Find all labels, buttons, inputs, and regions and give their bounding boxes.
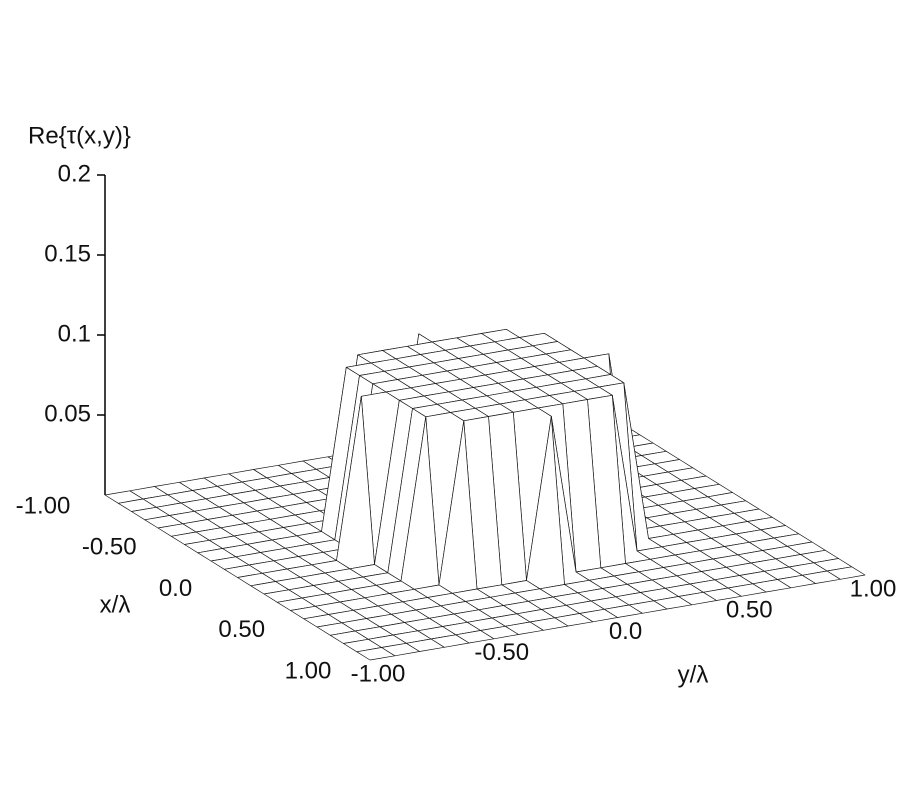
z-axis-label: Re{τ(x,y)} [28,122,131,149]
x-tick-label: -0.50 [82,534,137,561]
x-tick-label: 1.00 [285,657,332,684]
y-tick-label: 0.0 [609,618,642,645]
z-tick-label: 0.15 [44,240,91,267]
y-tick-label: 0.50 [726,597,773,624]
z-tick-label: 0.05 [44,400,91,427]
y-tick-label: -1.00 [351,660,406,687]
z-tick-label: 0.1 [58,320,91,347]
x-tick-label: -1.00 [16,492,71,519]
z-tick-label: 0.2 [58,160,91,187]
y-tick-label: -0.50 [474,639,529,666]
y-axis-label: y/λ [678,661,709,688]
x-axis-label: x/λ [100,591,131,618]
x-tick-label: 0.50 [218,616,265,643]
x-tick-label: 0.0 [159,575,192,602]
y-tick-label: 1.00 [850,575,897,602]
surface-cell [356,647,396,661]
